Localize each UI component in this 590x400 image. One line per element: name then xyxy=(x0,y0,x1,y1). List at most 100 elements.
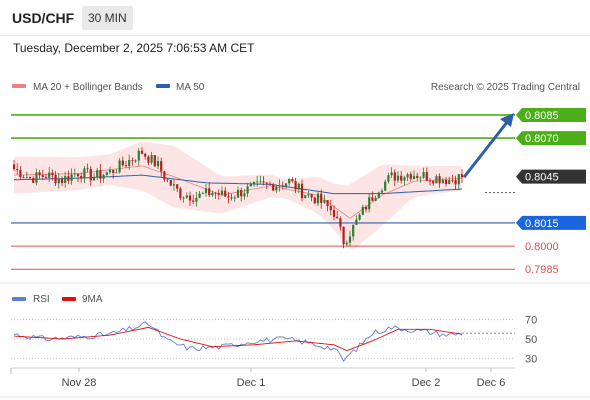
candle xyxy=(412,170,416,180)
candle xyxy=(409,171,412,182)
candle xyxy=(99,164,102,183)
level-label-0.8070: 0.8070 xyxy=(525,133,559,145)
candle xyxy=(198,191,201,199)
candle xyxy=(86,163,89,173)
rsi-legend-label: RSI xyxy=(33,294,50,305)
datetime-label: Tuesday, December 2, 2025 7:06:53 AM CET xyxy=(13,41,255,55)
candle xyxy=(147,155,150,166)
ma20-legend-swatch xyxy=(12,84,26,88)
rsi-ma-legend-label: 9MA xyxy=(82,294,103,305)
candle xyxy=(294,177,297,194)
candle xyxy=(176,184,179,192)
candle xyxy=(396,171,400,183)
x-tick-label: Dec 6 xyxy=(477,377,506,389)
candle xyxy=(307,191,310,199)
price-levels xyxy=(11,114,515,270)
candle xyxy=(211,190,214,198)
candle xyxy=(339,216,342,231)
candle xyxy=(64,171,67,188)
candle xyxy=(332,205,336,221)
candle xyxy=(83,166,86,184)
candle xyxy=(19,166,22,180)
candle xyxy=(435,174,438,184)
candle xyxy=(284,183,288,190)
candle xyxy=(76,173,80,183)
candle xyxy=(454,175,457,189)
candle xyxy=(112,169,115,179)
candle xyxy=(160,157,163,177)
candle xyxy=(192,194,195,205)
candle xyxy=(92,172,96,181)
candle xyxy=(364,205,368,213)
x-tick-label: Dec 1 xyxy=(237,377,266,389)
candle xyxy=(377,191,380,199)
candle xyxy=(320,189,323,209)
candle xyxy=(38,169,41,179)
candle xyxy=(51,169,54,181)
candle xyxy=(441,177,444,184)
candle xyxy=(169,179,172,187)
candle xyxy=(54,170,57,186)
candle xyxy=(460,169,464,184)
candle xyxy=(428,177,432,186)
candle xyxy=(300,179,304,202)
candle xyxy=(153,154,156,167)
candle xyxy=(227,192,230,204)
candle xyxy=(313,196,316,204)
candle xyxy=(451,175,454,183)
level-label-0.8000: 0.8000 xyxy=(525,241,559,253)
candle xyxy=(108,166,112,175)
candle xyxy=(444,176,448,187)
rsi-ma-line xyxy=(13,326,463,352)
x-tick-label: Nov 28 xyxy=(62,377,97,389)
candle xyxy=(425,167,428,182)
rsi-tick-30: 30 xyxy=(525,353,537,365)
candle xyxy=(140,147,144,155)
rsi-ma-legend-swatch xyxy=(62,297,76,301)
candle xyxy=(48,167,51,182)
candle xyxy=(124,160,128,168)
candle xyxy=(73,168,76,178)
candle xyxy=(288,178,291,187)
candle xyxy=(348,230,352,247)
candle xyxy=(195,191,198,207)
candle xyxy=(419,176,422,183)
candle xyxy=(208,182,211,197)
x-axis: Nov 28 Dec 1 Dec 2 Dec 6 xyxy=(10,368,506,389)
candle xyxy=(416,172,419,181)
candle xyxy=(355,215,358,226)
candle xyxy=(387,172,390,184)
candle xyxy=(67,170,70,185)
candle xyxy=(438,173,441,188)
candle xyxy=(41,169,44,181)
candle xyxy=(236,186,240,199)
candle xyxy=(406,172,409,182)
candle xyxy=(281,181,284,190)
candle xyxy=(422,167,425,179)
candle xyxy=(249,181,252,187)
candle xyxy=(70,168,73,185)
candle xyxy=(80,172,83,183)
forecast-arrow xyxy=(462,120,510,179)
candle xyxy=(259,175,262,185)
candle xyxy=(278,179,281,192)
candle xyxy=(12,159,16,172)
candle xyxy=(60,176,64,187)
timeframe-button[interactable]: 30 MIN xyxy=(82,6,133,30)
candle xyxy=(403,175,406,186)
candle xyxy=(22,175,25,179)
candle xyxy=(163,170,166,182)
candle xyxy=(102,173,105,183)
candle xyxy=(252,181,256,187)
candle xyxy=(166,178,169,183)
candle xyxy=(400,171,403,184)
candle xyxy=(272,182,275,191)
chart-header: USD/CHF 30 MIN xyxy=(0,0,590,36)
candle xyxy=(345,240,348,247)
candle xyxy=(156,156,160,170)
candle xyxy=(57,172,60,189)
level-label-0.8045: 0.8045 xyxy=(525,172,559,184)
candle xyxy=(179,186,182,201)
candle xyxy=(134,159,137,163)
candle xyxy=(297,182,300,194)
